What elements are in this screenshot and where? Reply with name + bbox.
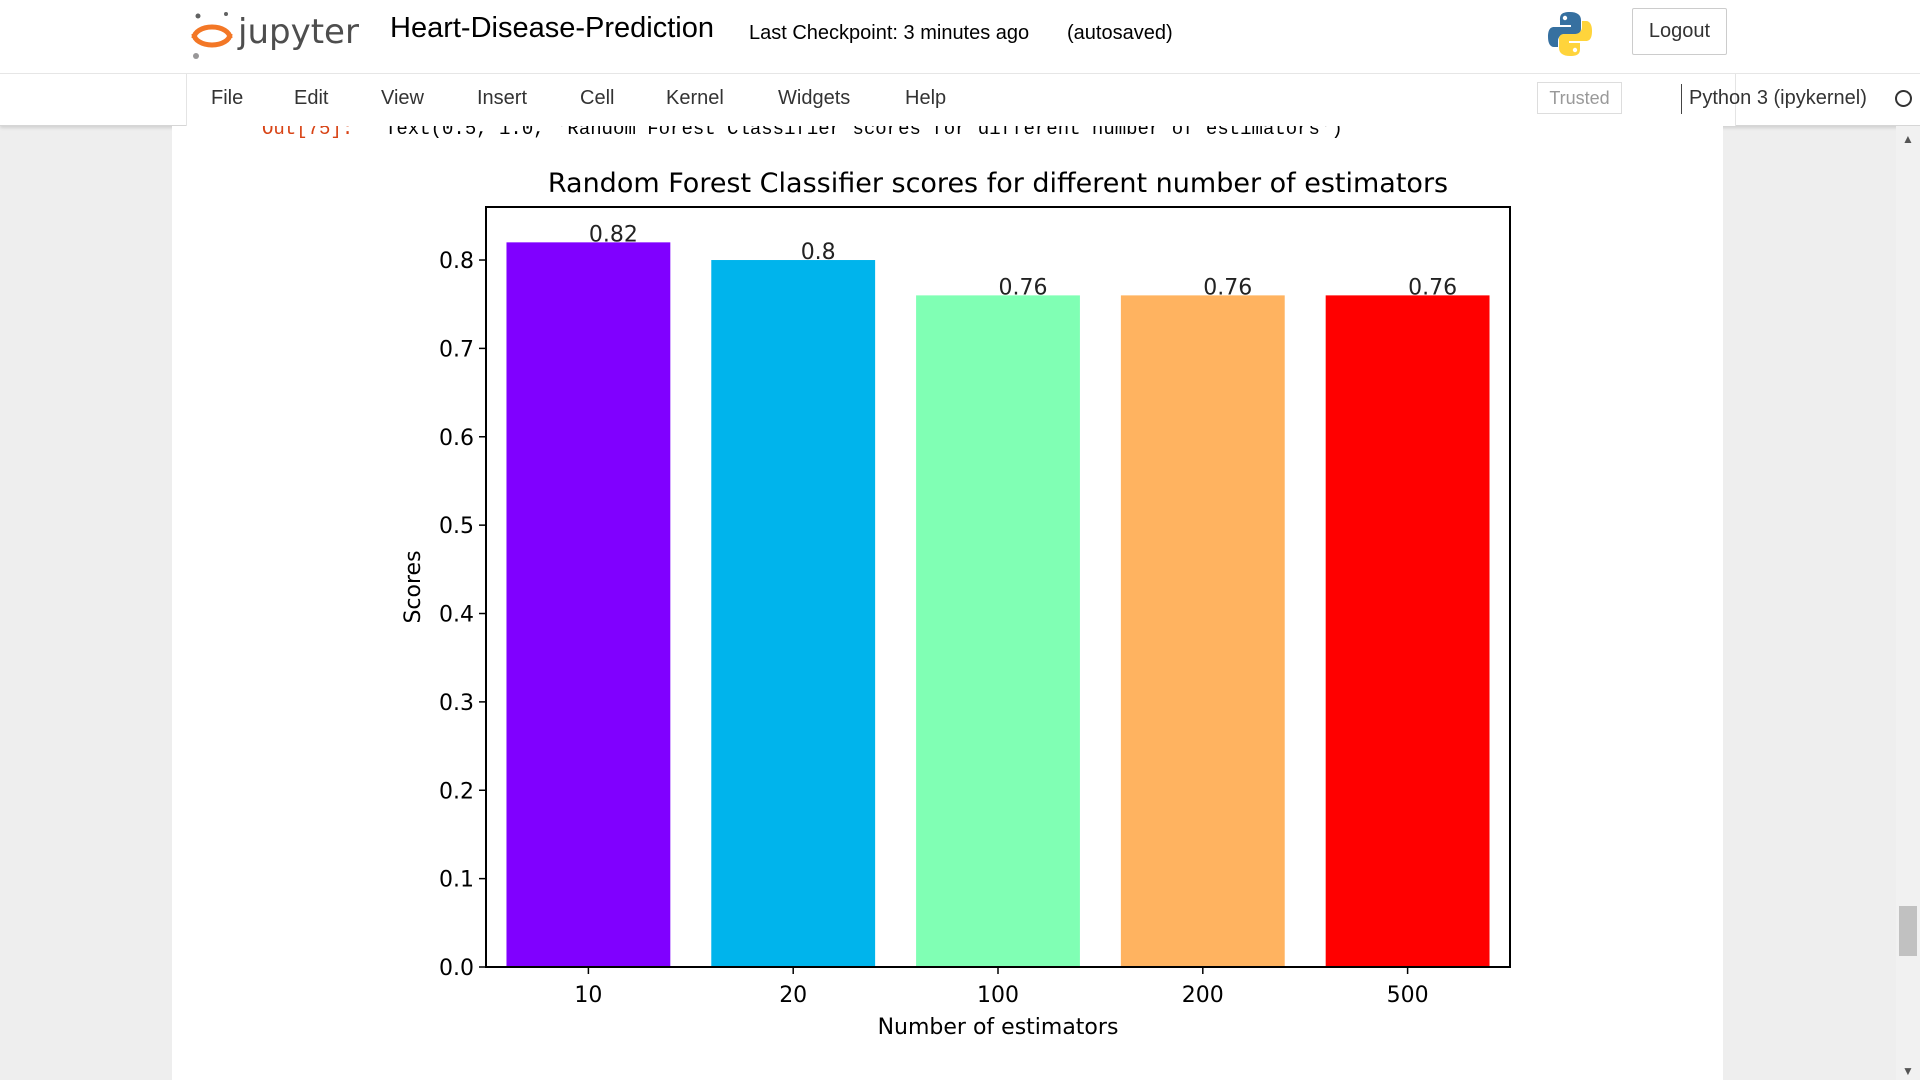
scroll-up-icon[interactable]: ▲ [1902,132,1914,146]
autosave-status: (autosaved) [1067,22,1173,44]
y-tick-label: 0.0 [439,956,474,981]
y-tick-label: 0.5 [439,514,474,539]
output-text: Text(0.5, 1.0, 'Random Forest Classifier… [385,126,1343,140]
menu-widgets[interactable]: Widgets [778,87,851,109]
menu-container: File Edit View Insert Cell Kernel Widget… [186,74,1912,126]
bar-value-label: 0.8 [801,240,836,265]
bar-500 [1325,295,1490,967]
output-prompt: Out[75]: [262,126,354,140]
bar-value-label: 0.76 [1203,275,1252,300]
x-axis-label: Number of estimators [878,1015,1119,1040]
bar-chart: Random Forest Classifier scores for diff… [401,168,1511,1040]
menu-bar: File Edit View Insert Cell Kernel Widget… [0,74,1920,126]
logout-button[interactable]: Logout [1632,8,1727,55]
x-tick-label: 10 [574,983,602,1008]
chart-title: Random Forest Classifier scores for diff… [548,168,1448,199]
menu-file[interactable]: File [211,87,244,109]
bar-value-label: 0.82 [589,222,638,247]
x-tick-label: 100 [977,983,1019,1008]
notebook-container: Out[75]: Text(0.5, 1.0, 'Random Forest C… [172,126,1723,1080]
y-tick-label: 0.4 [439,603,474,628]
y-tick-label: 0.2 [439,779,474,804]
y-tick-label: 0.3 [439,691,474,716]
bar-value-label: 0.76 [1408,275,1457,300]
scroll-down-icon[interactable]: ▼ [1902,1064,1914,1078]
x-tick-label: 200 [1182,983,1224,1008]
y-tick-label: 0.1 [439,868,474,893]
menu-cell[interactable]: Cell [580,87,615,109]
menu-view[interactable]: View [381,87,424,109]
bar-20 [711,260,876,967]
scrollbar-thumb[interactable] [1899,906,1917,956]
kernel-name[interactable]: Python 3 (ipykernel) [1689,87,1867,109]
menu-help[interactable]: Help [905,87,947,109]
y-tick-label: 0.6 [439,426,474,451]
y-tick-label: 0.8 [439,249,474,274]
bar-200 [1120,295,1285,967]
x-tick-label: 20 [779,983,807,1008]
notebook-header: jupyter Heart-Disease-Prediction Last Ch… [0,0,1920,74]
jupyter-logo[interactable]: jupyter [190,8,370,60]
plot-frame [485,206,1511,968]
menu-edit[interactable]: Edit [294,87,329,109]
checkpoint-status: Last Checkpoint: 3 minutes ago [749,22,1030,44]
bar-10 [506,242,671,967]
jupyter-logo-icon [191,12,233,59]
x-tick-label: 500 [1387,983,1429,1008]
python-logo-icon [1546,10,1594,58]
y-axis-label: Scores [401,550,426,623]
menu-kernel[interactable]: Kernel [666,87,724,109]
kernel-separator [1681,84,1682,114]
bar-value-label: 0.76 [999,275,1048,300]
menu-insert[interactable]: Insert [477,87,528,109]
kernel-idle-icon [1895,90,1912,107]
scrollbar[interactable]: ▲ ▼ [1896,126,1920,1080]
notebook-title[interactable]: Heart-Disease-Prediction [390,12,714,44]
y-tick-label: 0.7 [439,337,474,362]
bar-100 [916,295,1080,967]
trusted-indicator[interactable]: Trusted [1537,82,1622,114]
jupyter-logo-text: jupyter [237,12,359,52]
